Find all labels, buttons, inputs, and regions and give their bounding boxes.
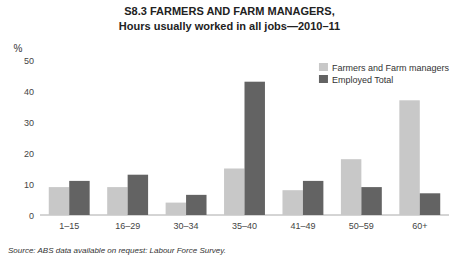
bars — [49, 82, 440, 215]
y-tick-label: 10 — [24, 180, 34, 190]
axes: 0 10 20 30 40 50 1–15 16–29 30–34 35–40 41–49 50–59… — [24, 56, 449, 232]
title: S8.3 FARMERS AND FARM MANAGERS, — [124, 5, 334, 17]
bar — [420, 193, 440, 215]
legend: Farmers and Farm managers Employed Total — [319, 63, 450, 85]
bar — [361, 187, 381, 215]
x-tick-label: 60+ — [412, 221, 427, 231]
x-tick-label: 50–59 — [349, 221, 374, 231]
y-axis-label: % — [14, 43, 23, 54]
x-tick-label: 41–49 — [290, 221, 315, 231]
x-tick-label: 16–29 — [115, 221, 140, 231]
y-tick-label: 30 — [24, 118, 34, 128]
y-tick-label: 20 — [24, 149, 34, 159]
bar — [224, 169, 244, 216]
bar — [282, 190, 302, 215]
legend-swatch — [319, 75, 328, 83]
legend-swatch — [319, 63, 328, 71]
bar — [186, 195, 206, 215]
bar — [303, 181, 323, 215]
subtitle: Hours usually worked in all jobs—2010–11 — [119, 20, 340, 32]
bar — [69, 181, 89, 215]
annotation: Source: ABS data available on request: L… — [8, 246, 226, 255]
bar — [128, 175, 148, 215]
y-tick-label: 40 — [24, 87, 34, 97]
bar — [341, 159, 361, 215]
bar — [49, 187, 69, 215]
bar — [245, 82, 265, 215]
bar — [107, 187, 127, 215]
bar — [399, 100, 419, 215]
chart: S8.3 FARMERS AND FARM MANAGERS, Hours usu… — [0, 0, 459, 259]
y-tick-label: 50 — [24, 56, 34, 66]
x-tick-label: 1–15 — [59, 221, 79, 231]
y-tick-label: 0 — [29, 211, 34, 221]
x-tick-label: 35–40 — [232, 221, 257, 231]
legend-label: Employed Total — [332, 75, 393, 85]
x-tick-label: 30–34 — [174, 221, 199, 231]
bar — [166, 203, 186, 215]
legend-label: Farmers and Farm managers — [332, 63, 450, 73]
